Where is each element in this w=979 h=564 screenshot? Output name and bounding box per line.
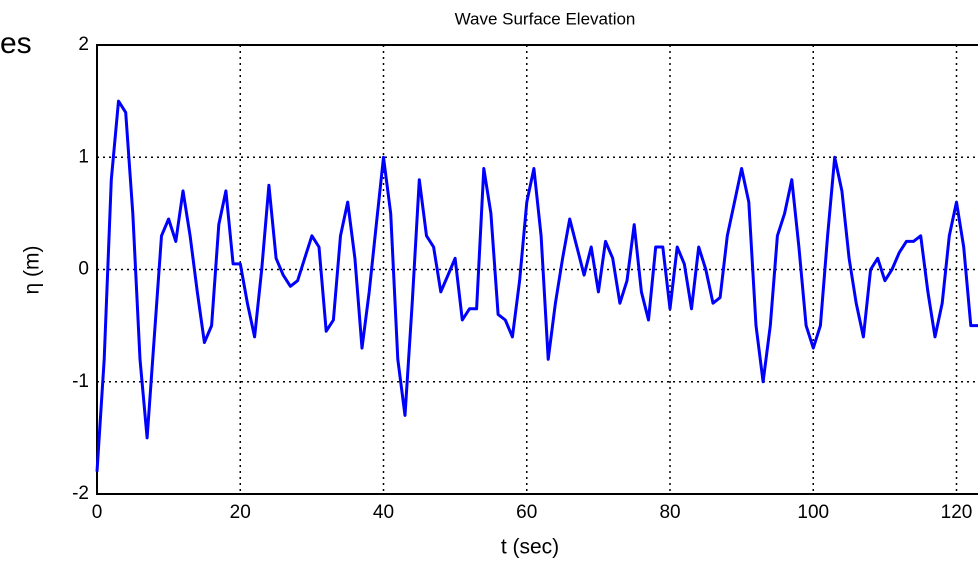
data-line: [95, 99, 978, 472]
x-tick-label: 120: [941, 502, 973, 523]
y-tick-label: 2: [78, 34, 89, 55]
x-tick-label: 80: [659, 502, 680, 523]
side-text: es: [0, 27, 32, 60]
x-tick-label: 60: [516, 502, 537, 523]
y-tick-label: 1: [78, 146, 89, 167]
y-axis-label: η (m): [21, 246, 44, 295]
x-axis-label: t (sec): [501, 536, 559, 559]
chart-title: Wave Surface Elevation: [455, 9, 636, 28]
x-tick-label: 40: [373, 502, 394, 523]
x-tick-label: 100: [797, 502, 829, 523]
y-tick-label: -1: [72, 371, 89, 392]
y-tick-label: -2: [72, 483, 89, 504]
x-tick-label: 0: [92, 502, 103, 523]
axis-frame: [96, 44, 978, 495]
x-tick-label: 20: [230, 502, 251, 523]
y-tick-label: 0: [78, 259, 89, 280]
